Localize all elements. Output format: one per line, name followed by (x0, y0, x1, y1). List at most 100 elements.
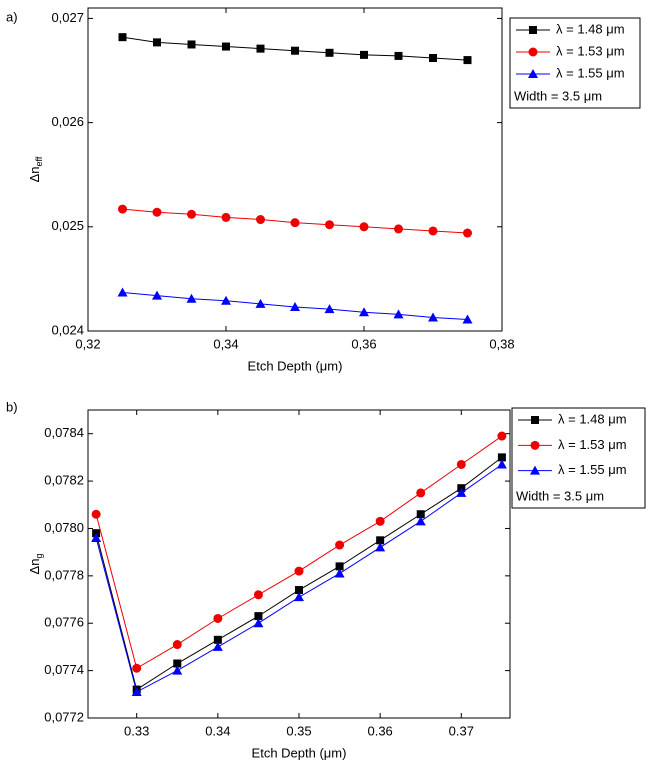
marker (186, 293, 197, 303)
x-axis-label: Etch Depth (μm) (252, 745, 347, 760)
marker (530, 440, 540, 450)
x-axis-label: Etch Depth (μm) (248, 358, 343, 373)
marker (456, 459, 466, 469)
marker (530, 465, 540, 475)
marker (187, 209, 196, 219)
y-axis-label: Δneff (27, 156, 44, 182)
y-tick-label: 0,0774 (44, 662, 84, 677)
marker (497, 431, 507, 441)
marker (334, 568, 345, 578)
series-line (95, 464, 503, 693)
marker (256, 215, 265, 225)
legend-label: λ = 1.55 μm (556, 65, 625, 80)
y-axis-label-main: Δn (27, 166, 42, 182)
series-line (95, 435, 503, 670)
marker (212, 641, 223, 651)
marker (256, 44, 265, 53)
marker (152, 207, 162, 217)
y-axis-label-sub: eff (34, 156, 44, 166)
legend-note: Width = 3.5 μm (516, 488, 604, 503)
marker (429, 54, 437, 63)
marker (172, 640, 182, 650)
y-tick-label: 0,027 (51, 10, 84, 25)
marker (213, 613, 223, 623)
marker (496, 459, 507, 469)
marker (528, 69, 538, 78)
marker (497, 453, 506, 462)
legend-note: Width = 3.5 μm (514, 88, 602, 103)
marker (118, 33, 127, 42)
marker (291, 46, 299, 55)
y-tick-label: 0,025 (51, 218, 84, 233)
marker (325, 48, 334, 57)
marker (375, 542, 386, 552)
y-axis-label-main: Δn (27, 559, 42, 575)
y-tick-label: 0,0780 (44, 520, 84, 535)
marker (255, 298, 266, 308)
marker (294, 592, 304, 602)
marker (463, 228, 472, 238)
marker (335, 540, 345, 550)
marker (462, 314, 473, 324)
marker (294, 566, 304, 576)
marker (222, 42, 230, 51)
marker (428, 226, 438, 236)
marker (529, 26, 537, 34)
y-tick-label: 0,0778 (44, 567, 84, 582)
marker (253, 590, 263, 600)
marker (376, 536, 385, 545)
legend-label: λ = 1.48 μm (556, 21, 625, 36)
marker (428, 312, 438, 322)
x-tick-label: 0.33 (124, 723, 149, 738)
marker (173, 659, 182, 668)
x-tick-label: 0.36 (367, 723, 392, 738)
marker (359, 222, 369, 232)
plot-frame (87, 409, 511, 719)
marker (416, 510, 425, 519)
y-tick-label: 0,026 (51, 114, 84, 129)
marker (324, 304, 335, 314)
x-tick-label: 0.34 (205, 723, 230, 738)
panel-label: a) (6, 9, 18, 24)
x-tick-label: 0,36 (351, 336, 376, 351)
marker (254, 612, 263, 621)
marker (290, 218, 300, 228)
marker (463, 56, 472, 65)
marker (172, 665, 183, 675)
marker (394, 51, 403, 60)
y-tick-label: 0,024 (51, 322, 84, 337)
marker (335, 562, 344, 571)
marker (456, 487, 467, 497)
panel-label: b) (6, 399, 18, 414)
y-tick-label: 0,0772 (44, 709, 84, 724)
legend-label: λ = 1.53 μm (556, 43, 625, 58)
marker (290, 302, 300, 312)
marker (375, 516, 385, 526)
x-tick-label: 0,32 (75, 336, 100, 351)
marker (394, 224, 403, 234)
marker (393, 309, 404, 319)
marker (153, 38, 161, 47)
marker (187, 40, 196, 49)
marker (295, 586, 303, 595)
marker (416, 488, 426, 498)
legend-label: λ = 1.53 μm (558, 437, 627, 452)
y-axis-label: Δng (27, 554, 44, 575)
marker (253, 618, 264, 628)
marker (213, 635, 222, 644)
marker (131, 686, 142, 696)
marker (91, 532, 102, 542)
y-tick-label: 0,0782 (44, 473, 84, 488)
x-tick-label: 0,38 (489, 336, 514, 351)
y-tick-label: 0,0776 (44, 615, 84, 630)
x-tick-label: 0.37 (449, 723, 474, 738)
marker (415, 516, 426, 526)
marker (325, 220, 334, 230)
plot-frame (87, 7, 503, 332)
marker (152, 290, 162, 300)
marker (118, 204, 127, 214)
y-axis-label-sub: g (34, 554, 44, 559)
y-tick-label: 0,0784 (44, 425, 84, 440)
marker (528, 47, 538, 57)
